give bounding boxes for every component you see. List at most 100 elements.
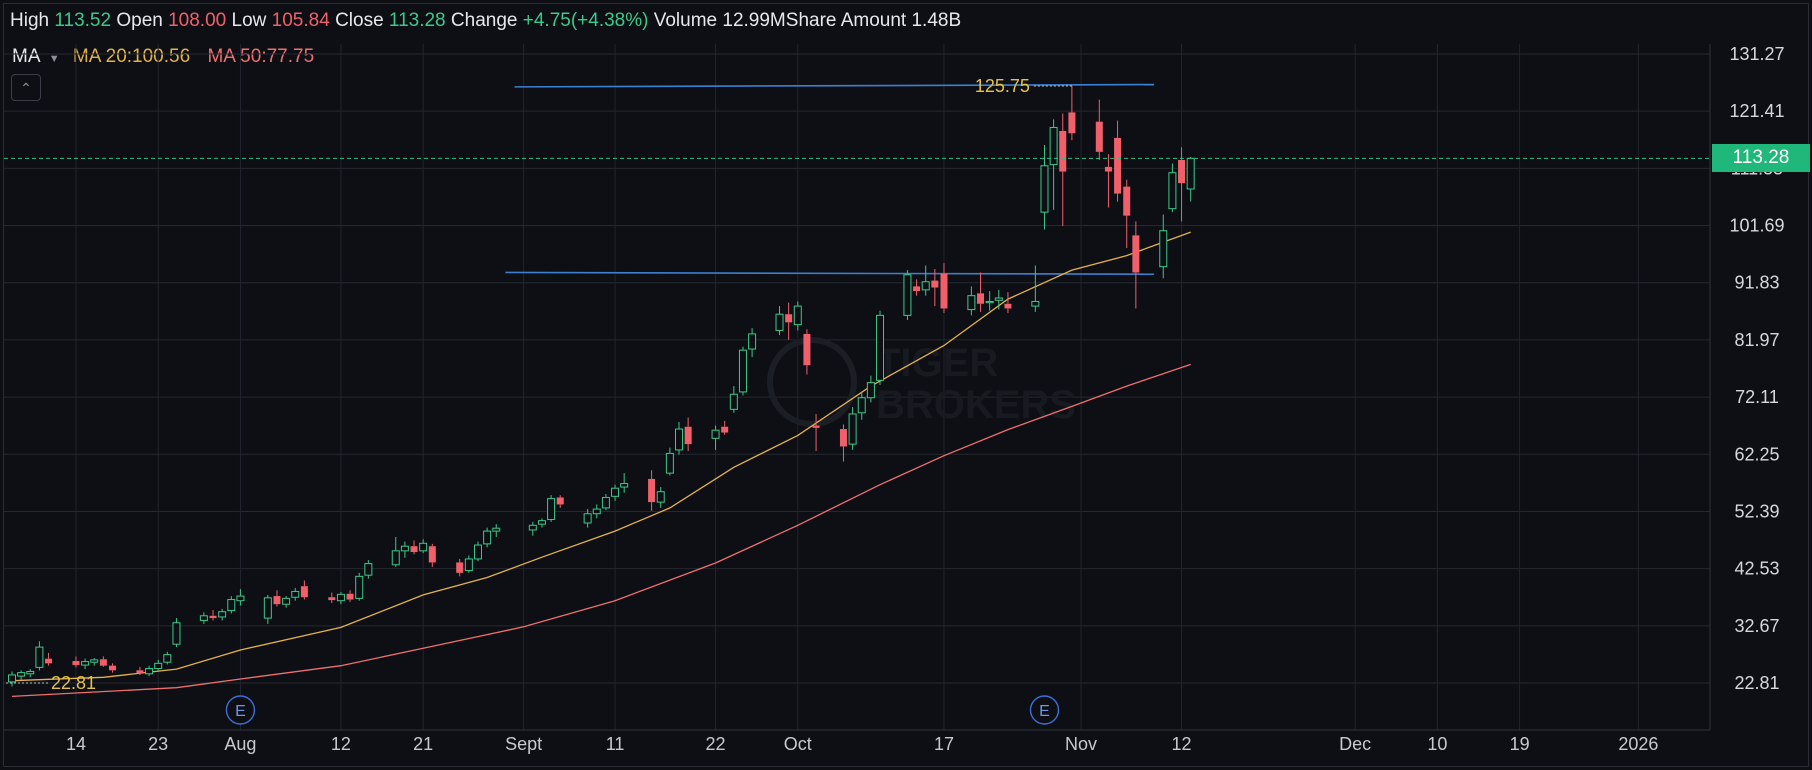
candle[interactable] [428,543,436,568]
candle[interactable] [410,540,418,555]
candle[interactable] [1095,99,1103,160]
candle[interactable] [738,346,747,396]
candle[interactable] [236,589,245,606]
candle[interactable] [1186,156,1195,202]
candle[interactable] [775,306,784,336]
candle[interactable] [967,286,976,316]
trend-line[interactable] [514,83,1155,88]
candle[interactable] [218,608,227,621]
candle[interactable] [145,665,154,677]
candle[interactable] [1004,292,1012,314]
candle[interactable] [273,590,281,607]
candle[interactable] [748,328,757,358]
candle[interactable] [1049,119,1058,210]
candle[interactable] [601,493,610,511]
candle[interactable] [556,495,564,508]
candle[interactable] [227,596,236,614]
candle[interactable] [1168,163,1177,213]
candle[interactable] [1059,113,1067,227]
candle[interactable] [985,291,994,311]
candle[interactable] [793,301,802,331]
candle[interactable] [648,470,656,511]
candle[interactable] [940,263,948,314]
trend-line[interactable] [505,271,1155,276]
candle[interactable] [876,310,885,385]
candle[interactable] [346,590,354,602]
candle[interactable] [803,329,811,375]
collapse-button[interactable]: ⌃ [11,74,41,101]
candle[interactable] [1159,214,1168,279]
candle[interactable] [785,302,793,340]
candle[interactable] [473,541,482,562]
candle[interactable] [328,592,336,604]
candle[interactable] [72,656,80,668]
earnings-marker[interactable]: E [1029,695,1060,725]
candle[interactable] [931,268,939,307]
candle[interactable] [26,669,35,678]
candle[interactable] [729,386,738,413]
candle[interactable] [209,609,217,621]
candle[interactable] [456,558,464,577]
candle[interactable] [336,592,345,605]
candle[interactable] [675,422,684,455]
candle[interactable] [364,560,373,579]
candle[interactable] [528,521,537,536]
candle[interactable] [977,272,985,312]
candle[interactable] [391,536,400,568]
indicator-selector[interactable]: MA [12,46,40,67]
candle[interactable] [1040,144,1049,230]
candle[interactable] [611,484,620,501]
candle[interactable] [684,417,692,452]
candle[interactable] [90,658,99,666]
candle[interactable] [913,279,921,296]
candle[interactable] [583,509,592,528]
candle[interactable] [492,524,501,537]
candle[interactable] [1178,147,1186,222]
candle[interactable] [99,656,107,667]
chevron-down-icon[interactable]: ▼ [48,53,60,65]
candle[interactable] [721,420,729,435]
candle[interactable] [109,663,117,673]
earnings-marker[interactable]: E [225,695,256,725]
candle[interactable] [547,495,556,522]
candle[interactable] [136,666,144,675]
candle[interactable] [17,670,26,680]
candle[interactable] [172,618,181,648]
candle[interactable] [620,473,629,493]
candle[interactable] [1123,179,1131,249]
candle[interactable] [857,391,866,420]
candle[interactable] [1031,265,1040,312]
candle[interactable] [35,641,44,671]
candle[interactable] [464,555,473,573]
candle[interactable] [300,580,308,600]
candle[interactable] [994,289,1003,310]
candle[interactable] [839,424,847,462]
candle[interactable] [163,651,172,665]
candle[interactable] [483,527,492,548]
candle[interactable] [903,270,912,321]
candle[interactable] [400,541,409,558]
candle[interactable] [1114,120,1122,202]
candle[interactable] [419,539,428,554]
candle[interactable] [711,425,720,450]
candle[interactable] [812,413,820,452]
candle[interactable] [1132,221,1140,309]
candle[interactable] [263,594,272,624]
candle[interactable] [8,671,16,687]
candle[interactable] [81,658,90,670]
candle[interactable] [848,407,857,450]
candle[interactable] [537,518,546,528]
candle[interactable] [656,487,665,508]
candle[interactable] [154,659,163,671]
candle[interactable] [1068,86,1076,141]
candle[interactable] [921,265,930,296]
candle[interactable] [199,612,208,624]
candle[interactable] [291,587,300,601]
candle[interactable] [665,447,674,476]
candle[interactable] [355,572,364,601]
candle[interactable] [1104,154,1112,208]
candle[interactable] [45,652,53,666]
candle[interactable] [282,596,291,608]
candle[interactable] [592,504,601,519]
